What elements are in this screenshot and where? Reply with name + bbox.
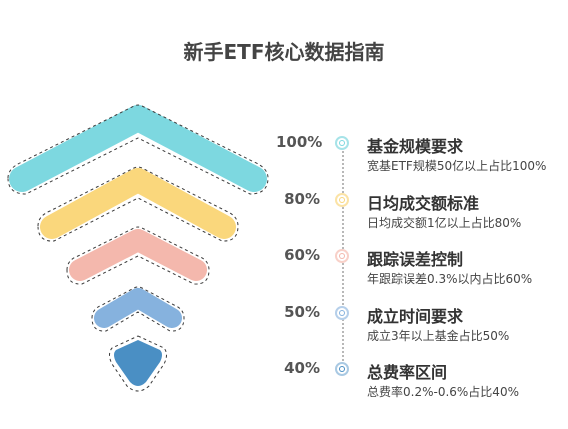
signal-arc-2 [40,168,236,239]
item-heading: 成立时间要求 [367,307,464,326]
signal-drop [114,340,162,386]
item-detail: 成立3年以上基金占比50% [367,329,510,343]
timeline-dot-icon [335,249,349,263]
signal-arc-4-outline [91,286,185,332]
item-detail: 日均成交额1亿以上占比80% [367,216,522,230]
list-item: 60% 跟踪误差控制 年跟踪误差0.3%以内占比60% [0,246,568,306]
page-title: 新手ETF核心数据指南 [183,40,385,64]
item-detail: 年跟踪误差0.3%以内占比60% [367,272,533,286]
percent-label: 80% [284,190,320,208]
signal-arc-4 [94,288,182,328]
timeline-dot-icon [335,306,349,320]
list-item: 100% 基金规模要求 宽基ETF规模50亿以上占比100% [0,133,568,193]
item-heading: 跟踪误差控制 [367,250,464,269]
item-detail: 宽基ETF规模50亿以上占比100% [367,159,547,173]
percent-label: 40% [284,359,320,377]
signal-arc-2-outline [37,166,239,242]
percent-label: 60% [284,246,320,264]
timeline-dot-icon [335,362,349,376]
list-item: 80% 日均成交额标准 日均成交额1亿以上占比80% [0,190,568,250]
timeline-dot-icon [335,136,349,150]
list-item: 50% 成立时间要求 成立3年以上基金占比50% [0,303,568,363]
item-heading: 日均成交额标准 [367,194,480,213]
signal-drop-outline [109,335,167,392]
item-heading: 总费率区间 [367,363,448,382]
timeline-dot-icon [335,193,349,207]
signal-arc-1 [9,105,267,192]
percent-label: 100% [276,133,323,151]
item-heading: 基金规模要求 [367,137,464,156]
percent-label: 50% [284,303,320,321]
signal-arc-3 [69,229,207,281]
signal-arc-3-outline [66,226,210,285]
item-detail: 总费率0.2%-0.6%占比40% [367,385,519,399]
list-item: 40% 总费率区间 总费率0.2%-0.6%占比40% [0,359,568,419]
